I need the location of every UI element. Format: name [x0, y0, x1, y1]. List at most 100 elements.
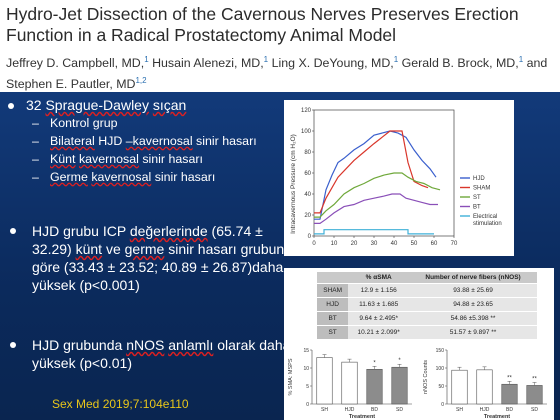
significance-marker: * — [398, 358, 401, 364]
series-line-st — [314, 172, 441, 218]
y-tick-label: 10 — [303, 366, 309, 372]
bar-chart-ylabel: nNOS Counts — [423, 360, 429, 394]
bullet-text: HJD grubunda nNOS anlamlı olarak daha yü… — [32, 337, 291, 371]
bullet-text: HJD grubu ICP değerlerinde (65.74 ± 32.2… — [32, 223, 292, 293]
author: and Stephen E. Pautler, MD — [6, 56, 548, 92]
sub-bullet-text: Künt kavernosal sinir hasarı — [50, 152, 203, 166]
legend-label: Electrical stimulation — [473, 214, 502, 227]
sub-bullet-item: – Germe kavernosal sinir hasarı — [32, 170, 278, 185]
y-tick-label: 100 — [436, 366, 445, 372]
sub-bullet-text: Bilateral HJD –kavernosal sinir hasarı — [50, 134, 257, 148]
series-line-hjd — [314, 130, 437, 220]
category-label: SD — [531, 407, 538, 413]
dash-icon: – — [32, 152, 39, 166]
table-cell: BT — [317, 311, 349, 326]
category-label: BD — [371, 407, 378, 413]
legend-label: ST — [473, 195, 481, 201]
y-tick-label: 0 — [306, 402, 309, 408]
reference-citation[interactable]: Sex Med 2019;7:104e110 — [52, 397, 189, 411]
bullet-dot-icon — [8, 103, 14, 110]
author: Gerald B. Brock, MD, — [401, 56, 519, 71]
author-list: Jeffrey D. Campbell, MD,1 Husain Alenezi… — [6, 51, 558, 93]
author: Jeffrey D. Campbell, MD, — [6, 56, 145, 71]
author: Husain Alenezi, MD, — [152, 56, 264, 71]
author-affiliation: 1 — [144, 55, 149, 64]
legend-label: BT — [473, 205, 481, 211]
author-affiliation: 1,2 — [135, 76, 147, 86]
x-tick-label: 30 — [371, 241, 378, 247]
table-cell: 54.86 ±5.398 ** — [409, 311, 537, 326]
y-tick-label: 15 — [303, 348, 309, 354]
y-tick-label: 5 — [306, 384, 309, 390]
sub-bullet-list: – Kontrol grup – Bilateral HJD –kavernosal… — [32, 116, 278, 185]
y-tick-label: 100 — [301, 129, 312, 135]
bar-bd — [366, 368, 383, 405]
bullet-item-nnos: HJD grubunda nNOS anlamlı olarak daha yü… — [8, 336, 304, 372]
paper-header: Hydro-Jet Dissection of the Cavernous Ne… — [0, 0, 560, 92]
x-tick-label: 10 — [331, 241, 338, 247]
table-cell: 11.63 ± 1.685 — [348, 297, 410, 312]
bar-hjd — [476, 369, 493, 405]
y-tick-label: 60 — [304, 171, 311, 177]
table-cell: SHAM — [317, 283, 349, 298]
y-tick-label: 80 — [304, 150, 311, 156]
results-table-panel: % αSMA Number of nerve fibers (nNOS) SHA… — [284, 268, 554, 342]
bar-hjd — [341, 361, 358, 405]
bar-bd — [501, 383, 518, 405]
table-row: BT 9.64 ± 2.495* 54.86 ±5.398 ** — [317, 311, 537, 326]
bullet-text: 32 Sprague-Dawley sıçan — [26, 97, 187, 113]
dash-icon: – — [32, 170, 39, 184]
legend-label: HJD — [473, 176, 485, 182]
y-tick-label: 0 — [308, 234, 312, 240]
x-tick-label: 50 — [411, 241, 418, 247]
table-cell: 51.57 ± 9.897 ** — [409, 325, 537, 339]
icp-line-chart: 0 10 20 30 40 50 60 70 0 20 40 60 80 100 120 HJD SHAM ST… — [290, 108, 502, 247]
significance-marker: ** — [532, 376, 537, 382]
table-header-cell: % αSMA — [348, 272, 410, 284]
category-label: BD — [506, 407, 513, 413]
table-cell: HJD — [317, 297, 349, 312]
table-row: SHAM 12.9 ± 1.156 93.88 ± 25.69 — [317, 283, 537, 298]
table-cell: ST — [317, 325, 349, 339]
y-tick-label: 40 — [304, 192, 311, 198]
significance-marker: * — [373, 360, 376, 366]
dash-icon: – — [32, 116, 39, 130]
bar-chart-xlabel: Treatment — [349, 414, 375, 420]
significance-marker: ** — [507, 375, 512, 381]
bar-sd — [391, 366, 408, 405]
table-cell: 10.21 ± 2.099* — [348, 325, 410, 339]
author: Ling X. DeYoung, MD, — [271, 56, 394, 71]
category-label: SH — [321, 407, 328, 413]
bar-sd — [526, 385, 543, 405]
table-cell: 93.88 ± 25.69 — [409, 283, 537, 298]
series-line-electrical-stimulation — [314, 229, 434, 235]
table-header-cell — [317, 272, 349, 284]
sub-bullet-item: – Künt kavernosal sinir hasarı — [32, 152, 278, 167]
bullet-item: 32 Sprague-Dawley sıçan – Kontrol grup – B… — [8, 96, 278, 185]
y-tick-label: 50 — [438, 384, 444, 390]
category-label: HJD — [345, 407, 355, 413]
bar-chart-ylabel: % SMA: MSPS — [288, 358, 294, 395]
x-tick-label: 60 — [431, 241, 438, 247]
series-line-sham — [314, 130, 429, 214]
sub-bullet-item: – Bilateral HJD –kavernosal sinir hasarı — [32, 134, 278, 149]
y-tick-label: 20 — [304, 213, 311, 219]
table-header-cell: Number of nerve fibers (nNOS) — [409, 272, 537, 284]
table-row: HJD 11.63 ± 1.685 94.88 ± 23.65 — [317, 297, 537, 312]
legend-label: SHAM — [473, 186, 490, 192]
bar-sh — [316, 357, 333, 405]
chart-ylabel: Intracavernous Pressure (cm H₂O) — [290, 134, 297, 234]
bar-sh — [451, 369, 468, 405]
results-table: % αSMA Number of nerve fibers (nNOS) SHA… — [317, 272, 537, 339]
table-header-row: % αSMA Number of nerve fibers (nNOS) — [317, 272, 537, 284]
category-label: SH — [456, 407, 463, 413]
category-label: SD — [396, 407, 403, 413]
author-affiliation: 1 — [263, 55, 269, 64]
y-tick-label: 150 — [436, 348, 445, 354]
bar-chart-xlabel: Treatment — [484, 414, 510, 420]
category-label: HJD — [480, 407, 490, 413]
x-tick-label: 0 — [312, 241, 316, 247]
icp-line-chart-panel: 0 10 20 30 40 50 60 70 0 20 40 60 80 100 120 HJD SHAM ST… — [284, 100, 514, 256]
y-tick-label: 120 — [301, 108, 312, 114]
table-cell: 12.9 ± 1.156 — [348, 283, 410, 298]
